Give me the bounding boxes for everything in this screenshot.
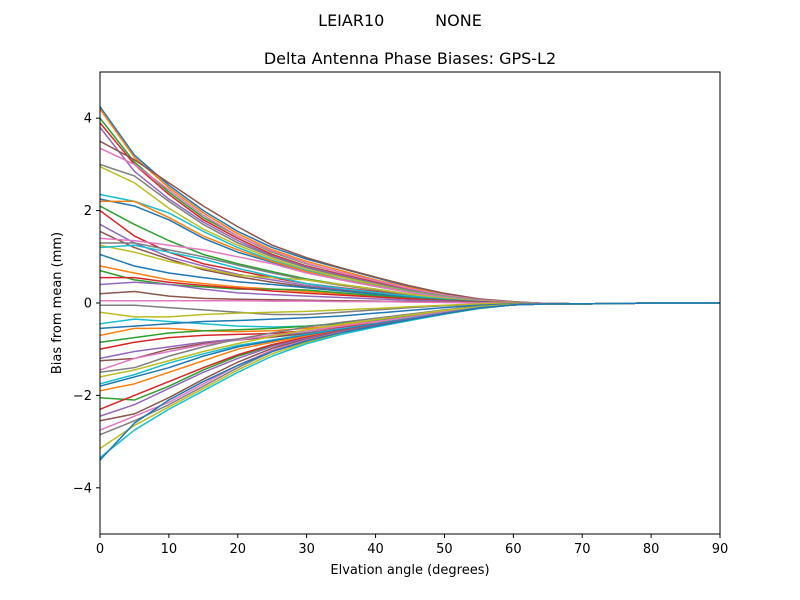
- series-line-51: [100, 302, 720, 461]
- x-tick-label: 0: [96, 542, 104, 557]
- y-tick-label: −2: [73, 389, 92, 404]
- figure-suptitle: LEIAR10 NONE: [318, 11, 482, 30]
- x-tick-label: 90: [712, 542, 729, 557]
- x-tick-label: 70: [574, 542, 591, 557]
- x-tick-label: 50: [436, 542, 453, 557]
- series-layer: [100, 106, 720, 461]
- x-tick-label: 60: [505, 542, 522, 557]
- x-tick-label: 30: [298, 542, 315, 557]
- y-tick-label: 2: [84, 204, 92, 219]
- x-tick-label: 80: [643, 542, 660, 557]
- x-tick-label: 10: [161, 542, 178, 557]
- y-axis: −4 −2 0 2 4: [73, 112, 100, 496]
- y-axis-label: Bias from mean (mm): [50, 232, 65, 374]
- x-axis-label: Elvation angle (degrees): [330, 563, 489, 578]
- chart-title: Delta Antenna Phase Biases: GPS-L2: [264, 49, 556, 68]
- y-tick-label: −4: [73, 481, 92, 496]
- y-tick-label: 0: [84, 297, 92, 312]
- y-tick-label: 4: [84, 112, 92, 127]
- x-axis: 0 10 20 30 40 50 60 70 80 90: [96, 534, 728, 557]
- x-tick-label: 20: [230, 542, 247, 557]
- x-tick-label: 40: [367, 542, 384, 557]
